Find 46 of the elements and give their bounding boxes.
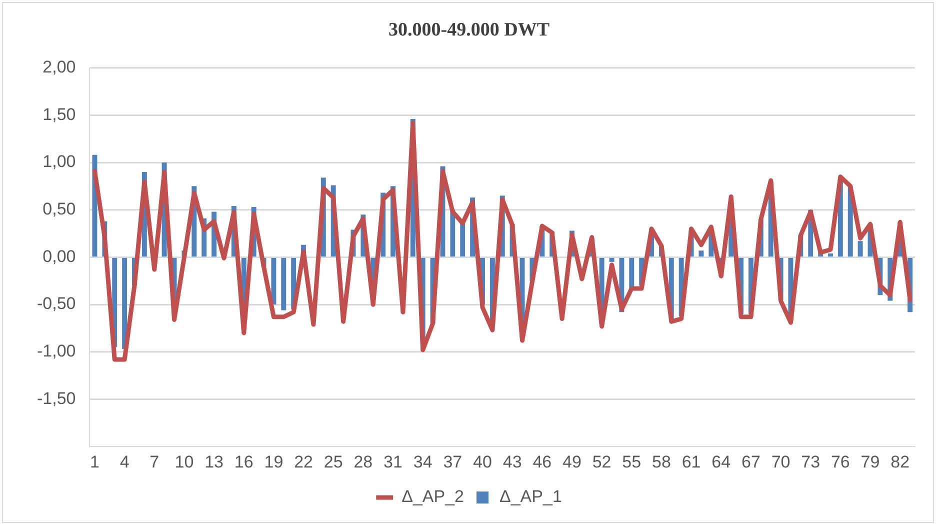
x-tick-label: 4: [120, 452, 130, 472]
y-tick-label: 1,50: [42, 104, 76, 124]
x-tick-label: 40: [473, 452, 492, 472]
x-tick-label: 55: [622, 452, 642, 472]
bar: [828, 253, 833, 256]
x-tick-label: 43: [502, 452, 522, 472]
x-tick-label: 79: [860, 452, 880, 472]
x-tick-label: 16: [234, 452, 254, 472]
x-tick-label: 28: [354, 452, 373, 472]
legend-label: Δ_AP_1: [500, 487, 562, 506]
x-tick-label: 76: [830, 452, 850, 472]
x-tick-label: 13: [204, 452, 224, 472]
x-tick-label: 49: [562, 452, 582, 472]
x-tick-label: 34: [413, 452, 432, 472]
x-tick-label: 61: [682, 452, 701, 472]
legend-label: Δ_AP_2: [402, 487, 464, 506]
y-tick-label: -1,50: [37, 388, 76, 408]
x-tick-label: 22: [294, 452, 313, 472]
x-tick-label: 25: [324, 452, 343, 472]
bar: [698, 250, 704, 256]
x-tick-label: 1: [90, 452, 100, 472]
x-tick-label: 73: [801, 452, 820, 472]
bar: [271, 258, 276, 305]
x-tick-label: 31: [384, 452, 402, 472]
x-tick-label: 37: [443, 452, 462, 472]
bar: [609, 258, 614, 262]
x-tick-label: 67: [741, 452, 760, 472]
y-tick-label: -0,50: [37, 294, 76, 314]
x-tick-label: 10: [174, 452, 194, 472]
x-tick-label: 7: [150, 452, 160, 472]
y-tick-label: 0,00: [42, 246, 76, 266]
bar: [122, 258, 128, 350]
x-tick-label: 58: [652, 452, 671, 472]
x-tick-label: 70: [771, 452, 790, 472]
chart-title: 30.000-49.000 DWT: [388, 19, 550, 40]
y-tick-label: 1,00: [42, 152, 76, 172]
x-tick-label: 64: [712, 452, 731, 472]
y-tick-label: 2,00: [42, 57, 76, 76]
bar: [281, 258, 286, 310]
x-tick-label: 52: [592, 452, 612, 472]
y-tick-label: 0,50: [42, 200, 76, 219]
bar: [858, 241, 863, 256]
x-tick-label: 19: [264, 452, 284, 472]
y-tick-label: -1,00: [37, 342, 76, 361]
x-tick-label: 46: [532, 452, 552, 472]
x-tick-label: 82: [890, 452, 910, 472]
